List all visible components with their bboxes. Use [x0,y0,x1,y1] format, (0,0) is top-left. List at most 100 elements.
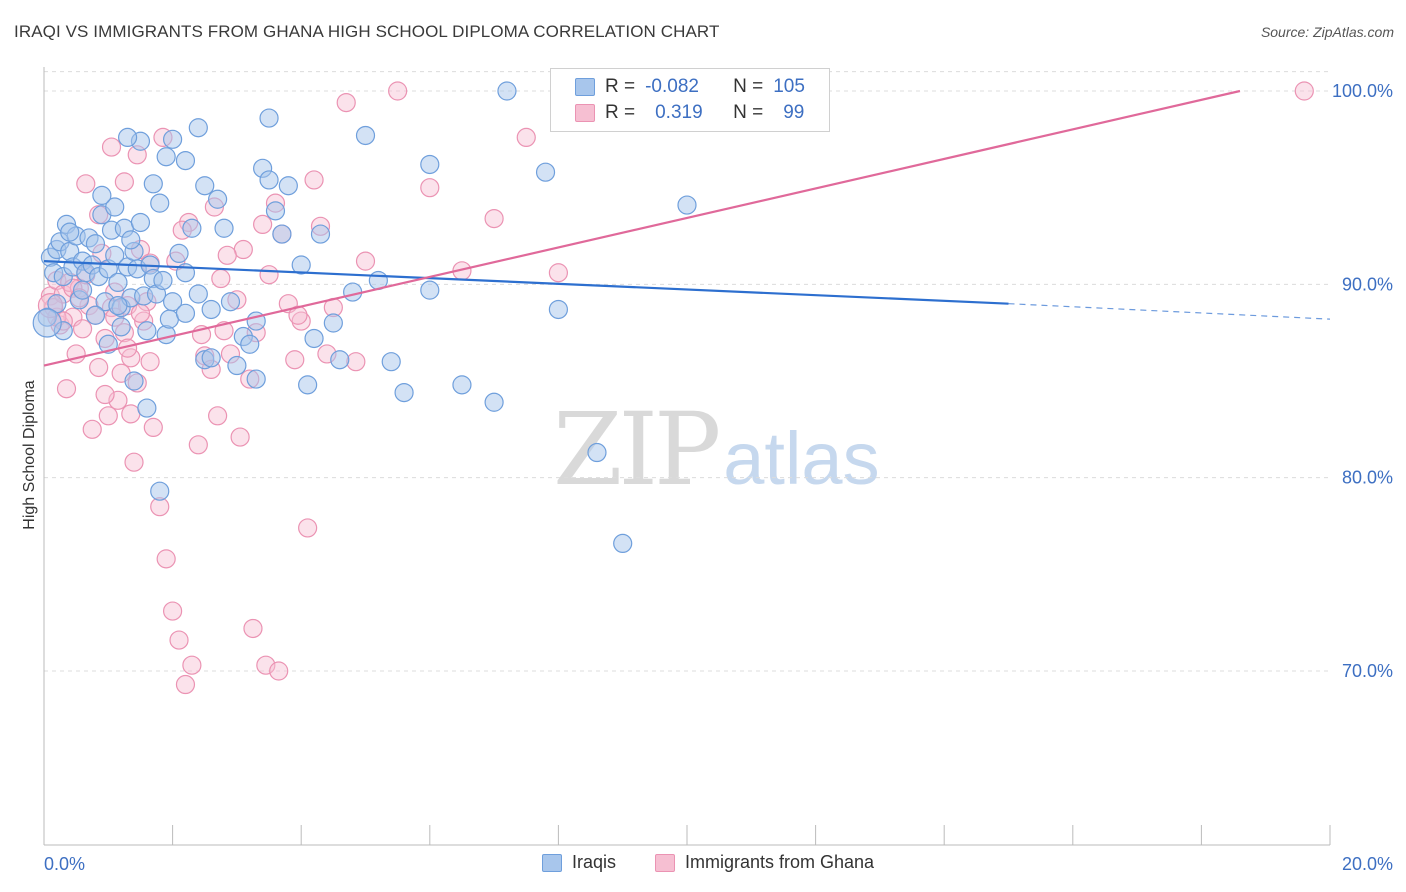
axes [43,67,1331,846]
iraqis-point [137,321,157,341]
iraqis-point [60,222,80,242]
iraqis-point [291,255,311,275]
ghana-point [163,601,183,621]
watermark: ZIPatlas [553,400,880,509]
iraqis-point [195,176,215,196]
ghana-point [420,178,440,198]
ghana-point [101,137,122,157]
watermark-atlas: atlas [723,417,880,500]
ghana-point [124,452,144,472]
ghana-n-value: 99 [783,102,805,123]
ghana-point [95,384,115,405]
iraqis-point [677,195,697,215]
ghana-point [211,268,231,289]
iraqis-point [497,81,517,101]
ghana-point [82,419,102,439]
iraqis-point [259,170,279,190]
ghana-point [259,265,279,285]
iraqis-n-value: 105 [773,76,805,97]
iraqis-point [227,355,247,376]
iraqis-point [72,280,93,300]
ghana-point [175,674,196,695]
ghana-point [56,379,77,399]
iraqis-point [220,292,241,312]
ghana-points [37,81,1314,695]
y-tick-label: 80.0% [1342,468,1393,488]
iraqis-point [175,151,196,171]
ghana-point [76,174,96,194]
ghana-point [304,170,324,190]
iraqis-trend-line [43,260,1009,305]
bottom-legend-ghana: Immigrants from Ghana [655,852,874,873]
iraqis-swatch [575,78,595,96]
ghana-swatch [575,104,595,122]
iraqis-point [188,284,208,304]
bottom-iraqis-label: Iraqis [572,852,617,872]
iraqis-point [153,270,173,291]
ghana-point [217,245,237,265]
ghana-point [208,406,228,426]
iraqis-point [420,280,440,300]
iraqis-point [587,442,607,463]
iraqis-point [163,292,183,312]
bottom-ghana-label: Immigrants from Ghana [685,852,875,872]
iraqis-point [156,147,176,167]
chart-title: IRAQI VS IMMIGRANTS FROM GHANA HIGH SCHO… [14,22,720,41]
iraqis-point [278,176,298,196]
ghana-point [156,549,176,569]
iraqis-point [613,533,633,554]
ghana-trend-line [43,89,1241,367]
legend-row-ghana: R = 0.319 N = 99 [575,100,804,126]
ghana-r-value: 0.319 [655,102,703,123]
iraqis-point [298,375,318,395]
stats-legend: R = -0.082 N = 105 R = 0.319 N = 99 [550,68,830,132]
iraqis-point [156,325,176,345]
iraqis-point [143,174,163,194]
iraqis-point [201,299,221,320]
ghana-point [230,427,250,447]
iraqis-point [182,218,202,238]
iraqis-r-label: R = [605,76,636,97]
y-tick-label: 70.0% [1342,661,1393,681]
bottom-ghana-swatch [655,853,675,872]
iraqis-n-label: N = [733,76,764,97]
iraqis-point [121,230,141,250]
ghana-point [114,172,134,192]
iraqis-point [323,313,343,333]
ghana-point [130,303,151,323]
iraqis-points [32,81,697,554]
iraqis-point [420,154,440,175]
ghana-point [143,417,163,437]
ghana-point [355,251,376,271]
trend-lines [43,89,1331,367]
ghana-point [484,209,504,229]
iraqis-point [169,243,189,263]
iraqis-point [394,383,414,403]
iraqis-point [355,125,376,146]
source-credit: Source: ZipAtlas.com [1260,24,1394,40]
iraqis-point [150,481,170,501]
iraqis-r-value: -0.082 [645,76,699,97]
iraqis-point [105,197,125,217]
x-tick-label-max: 20.0% [1342,854,1393,874]
ghana-point [169,630,189,650]
iraqis-point [246,369,266,389]
iraqis-point [265,201,286,221]
ghana-point [285,350,305,370]
bottom-legend-iraqis: Iraqis [542,852,616,873]
iraqis-point [452,375,472,395]
x-tick-label-min: 0.0% [44,854,85,874]
ghana-point [121,404,141,424]
iraqis-point [137,398,157,418]
tick-labels: 70.0% 80.0% 90.0% 100.0% 0.0% 20.0% [44,81,1393,874]
ghana-point [516,127,536,147]
iraqis-point [548,299,569,320]
ghana-point [388,81,408,101]
ghana-point [548,263,569,283]
ghana-point [98,406,118,426]
iraqis-point [175,303,196,323]
iraqis-point [130,212,151,233]
ghana-point [1294,81,1314,101]
iraqis-point [381,352,401,372]
